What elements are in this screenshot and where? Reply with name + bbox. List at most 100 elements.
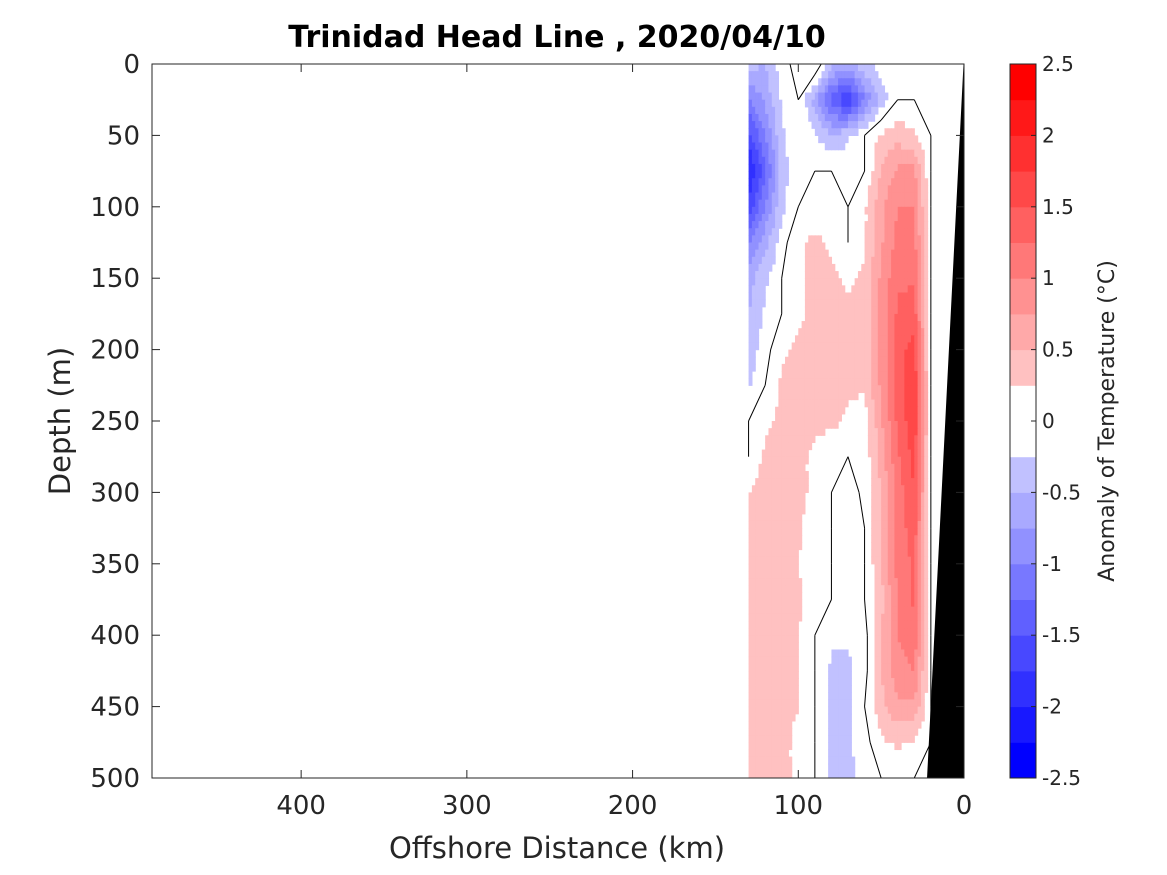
field-cell bbox=[814, 128, 819, 136]
field-cell bbox=[818, 321, 823, 329]
field-cell bbox=[834, 292, 839, 301]
field-cell bbox=[771, 535, 776, 543]
field-cell bbox=[864, 371, 869, 379]
field-cell bbox=[811, 392, 816, 401]
field-cell bbox=[907, 513, 912, 522]
field-cell bbox=[874, 335, 879, 344]
field-cell bbox=[884, 335, 889, 344]
field-cell bbox=[851, 85, 856, 94]
field-cell bbox=[891, 163, 895, 172]
field-cell bbox=[844, 399, 849, 408]
field-cell bbox=[920, 542, 925, 551]
field-cell bbox=[824, 413, 829, 422]
field-cell bbox=[794, 520, 799, 529]
field-cell bbox=[920, 563, 925, 572]
field-cell bbox=[791, 456, 796, 465]
field-cell bbox=[785, 649, 789, 658]
field-cell bbox=[884, 299, 889, 308]
field-cell bbox=[768, 585, 773, 593]
field-cell bbox=[851, 113, 856, 122]
field-cell bbox=[891, 620, 895, 629]
field-cell bbox=[758, 299, 763, 308]
field-cell bbox=[824, 371, 829, 379]
field-cell bbox=[871, 306, 876, 315]
field-cell bbox=[755, 64, 760, 72]
field-cell bbox=[871, 206, 876, 215]
field-cell bbox=[771, 463, 776, 472]
field-cell bbox=[910, 578, 915, 586]
field-cell bbox=[914, 306, 919, 315]
field-cell bbox=[894, 378, 899, 386]
field-cell bbox=[748, 535, 753, 543]
field-cell bbox=[788, 378, 793, 386]
field-cell bbox=[861, 278, 866, 286]
field-cell bbox=[755, 135, 760, 144]
field-cell bbox=[887, 549, 892, 558]
field-cell bbox=[771, 428, 776, 436]
field-cell bbox=[884, 235, 889, 244]
field-cell bbox=[771, 520, 776, 529]
field-cell bbox=[914, 635, 919, 643]
field-cell bbox=[887, 135, 892, 144]
field-cell bbox=[841, 71, 846, 79]
field-cell bbox=[751, 585, 756, 593]
field-cell bbox=[914, 678, 919, 686]
field-cell bbox=[801, 492, 806, 501]
field-cell bbox=[748, 728, 753, 736]
field-cell bbox=[838, 92, 842, 101]
field-cell bbox=[775, 685, 779, 693]
field-cell bbox=[828, 78, 833, 87]
field-cell bbox=[785, 692, 789, 701]
field-cell bbox=[844, 306, 849, 315]
field-cell bbox=[761, 213, 766, 222]
field-cell bbox=[891, 678, 895, 686]
field-cell bbox=[854, 363, 859, 372]
field-cell bbox=[748, 221, 753, 229]
field-cell bbox=[910, 592, 915, 601]
field-cell bbox=[877, 178, 882, 186]
field-cell bbox=[821, 385, 826, 394]
field-cell bbox=[778, 649, 783, 658]
x-tick-label: 300 bbox=[442, 791, 492, 821]
field-cell bbox=[884, 713, 889, 722]
field-cell bbox=[881, 371, 886, 379]
field-cell bbox=[907, 592, 912, 601]
field-cell bbox=[884, 285, 889, 294]
field-cell bbox=[758, 163, 763, 172]
field-cell bbox=[841, 121, 846, 129]
field-cell bbox=[755, 685, 760, 693]
field-cell bbox=[910, 342, 915, 351]
field-cell bbox=[751, 756, 756, 765]
field-cell bbox=[877, 506, 882, 515]
field-cell bbox=[828, 306, 833, 315]
field-cell bbox=[808, 249, 813, 258]
field-cell bbox=[748, 592, 753, 601]
field-cell bbox=[758, 128, 763, 136]
field-cell bbox=[874, 342, 879, 351]
field-cell bbox=[861, 349, 866, 358]
field-cell bbox=[877, 685, 882, 693]
field-cell bbox=[914, 313, 919, 322]
field-cell bbox=[884, 199, 889, 208]
field-cell bbox=[864, 321, 869, 329]
field-cell bbox=[824, 78, 829, 87]
field-cell bbox=[765, 728, 770, 736]
field-cell bbox=[884, 685, 889, 693]
field-cell bbox=[768, 99, 773, 108]
field-cell bbox=[920, 378, 925, 386]
field-cell bbox=[881, 428, 886, 436]
field-cell bbox=[894, 549, 899, 558]
field-cell bbox=[778, 513, 783, 522]
field-cell bbox=[785, 456, 789, 465]
field-cell bbox=[874, 242, 879, 251]
field-cell bbox=[924, 206, 929, 215]
field-cell bbox=[871, 249, 876, 258]
field-cell bbox=[901, 292, 905, 301]
field-cell bbox=[748, 735, 753, 743]
field-cell bbox=[758, 492, 763, 501]
field-cell bbox=[824, 85, 829, 94]
field-cell bbox=[801, 506, 806, 515]
field-cell bbox=[844, 371, 849, 379]
field-cell bbox=[751, 249, 756, 258]
field-cell bbox=[844, 735, 849, 743]
